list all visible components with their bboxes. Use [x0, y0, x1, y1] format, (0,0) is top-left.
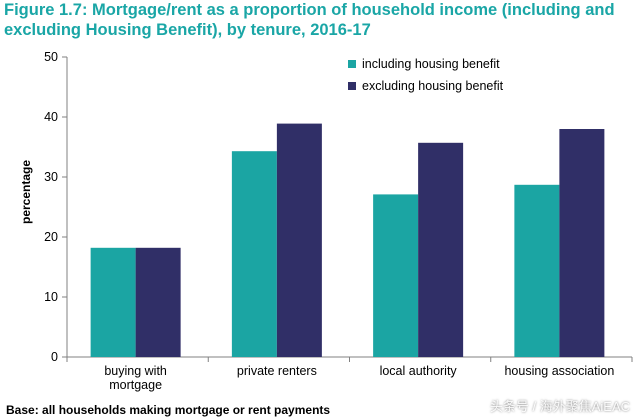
x-tick-label: private renters [237, 364, 317, 378]
x-tick-label: mortgage [109, 378, 162, 392]
bar-excluding-0 [135, 247, 181, 357]
bar-including-3 [514, 184, 560, 357]
y-tick-label: 40 [44, 110, 58, 124]
legend-label-excluding: excluding housing benefit [362, 79, 504, 93]
chart-footnote: Base: all households making mortgage or … [6, 403, 331, 417]
bar-including-0 [90, 247, 136, 357]
y-axis-title: percentage [19, 160, 33, 224]
legend-swatch-excluding [348, 82, 356, 90]
legend-label-including: including housing benefit [362, 57, 500, 71]
watermark: 头条号 / 海外聚焦AiEAC [489, 399, 630, 414]
x-tick-label: local authority [380, 364, 458, 378]
x-tick-label: buying with [104, 364, 167, 378]
bar-including-1 [231, 151, 277, 357]
y-tick-label: 0 [51, 350, 58, 364]
y-tick-label: 10 [44, 290, 58, 304]
y-tick-label: 20 [44, 230, 58, 244]
bar-excluding-3 [559, 129, 605, 357]
x-tick-label: housing association [504, 364, 614, 378]
chart-title: Figure 1.7: Mortgage/rent as a proportio… [4, 1, 615, 39]
y-tick-label: 30 [44, 170, 58, 184]
bar-excluding-2 [418, 142, 464, 357]
bar-including-2 [373, 194, 419, 357]
legend-swatch-including [348, 60, 356, 68]
bar-excluding-1 [276, 123, 322, 357]
y-tick-label: 50 [44, 50, 58, 64]
